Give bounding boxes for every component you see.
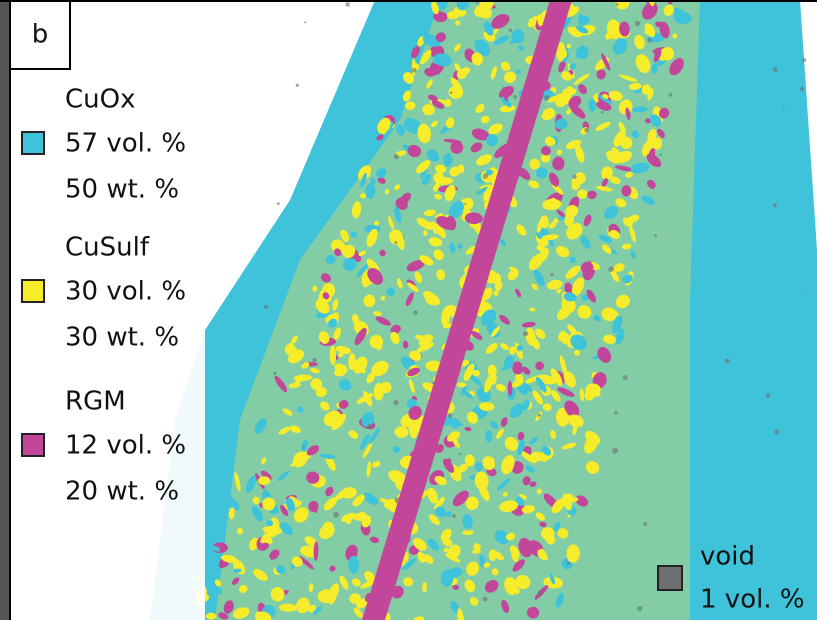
void-spot	[766, 393, 771, 398]
legend-value: 1 vol. %	[700, 585, 805, 615]
void-spot	[538, 591, 543, 596]
legend-swatch	[22, 280, 44, 302]
void-spot	[616, 3, 619, 6]
void-spot	[800, 87, 804, 91]
void-spot	[482, 173, 488, 179]
void-spot	[509, 29, 512, 32]
void-spot	[393, 400, 398, 405]
void-spot	[302, 446, 304, 448]
void-spot	[459, 453, 461, 455]
void-spot	[544, 95, 550, 101]
legend-value: 12 vol. %	[65, 431, 186, 461]
void-spot	[513, 95, 517, 99]
legend-name: CuSulf	[65, 233, 150, 263]
grain	[326, 255, 336, 264]
void-spot	[601, 111, 604, 114]
void-spot	[773, 203, 777, 207]
void-spot	[394, 241, 397, 244]
void-spot	[452, 514, 456, 518]
legend-value: 50 wt. %	[65, 175, 179, 205]
panel-label: b	[32, 20, 49, 50]
void-spot	[450, 91, 453, 94]
void-spot	[273, 372, 276, 375]
void-spot	[612, 448, 618, 454]
void-spot	[608, 266, 614, 272]
figure: b CuOx 57 vol. % 50 wt. % CuSulf 30 vol. % 30…	[0, 0, 817, 620]
legend-name: void	[700, 542, 755, 572]
void-spot	[567, 562, 570, 565]
void-spot	[799, 287, 801, 289]
void-spot	[394, 154, 399, 159]
void-spot	[304, 21, 306, 23]
void-spot	[783, 105, 785, 107]
legend-swatch	[658, 566, 682, 590]
void-spot	[464, 203, 466, 205]
void-spot	[333, 512, 339, 518]
void-spot	[623, 375, 628, 380]
legend-name: CuOx	[65, 85, 135, 115]
void-spot	[647, 38, 652, 43]
legend-swatch	[22, 434, 44, 456]
void-spot	[573, 175, 577, 179]
void-spot	[412, 68, 417, 73]
legend-value: 57 vol. %	[65, 129, 186, 159]
void-spot	[413, 310, 418, 315]
void-spot	[635, 21, 640, 26]
void-spot	[660, 153, 662, 155]
legend-name: RGM	[65, 387, 126, 417]
legend-swatch	[22, 132, 44, 154]
void-spot	[312, 358, 317, 363]
void-spot	[523, 331, 528, 336]
void-spot	[802, 58, 806, 62]
legend-value: 30 wt. %	[65, 323, 179, 353]
void-spot	[264, 305, 268, 309]
left-strip	[0, 0, 10, 620]
void-spot	[483, 597, 488, 602]
void-spot	[725, 359, 730, 364]
void-spot	[637, 606, 642, 611]
void-spot	[773, 67, 778, 72]
void-spot	[614, 411, 618, 415]
void-spot	[654, 234, 657, 237]
void-spot	[367, 424, 372, 429]
legend-value: 20 wt. %	[65, 477, 179, 507]
void-spot	[669, 93, 673, 97]
void-spot	[277, 202, 280, 205]
void-spot	[584, 128, 589, 133]
void-spot	[643, 522, 647, 526]
void-spot	[774, 429, 779, 434]
void-spot	[550, 273, 553, 276]
legend-value: 30 vol. %	[65, 277, 186, 307]
void-spot	[448, 413, 452, 417]
void-spot	[345, 2, 350, 7]
void-spot	[296, 84, 299, 87]
void-spot	[538, 413, 541, 416]
